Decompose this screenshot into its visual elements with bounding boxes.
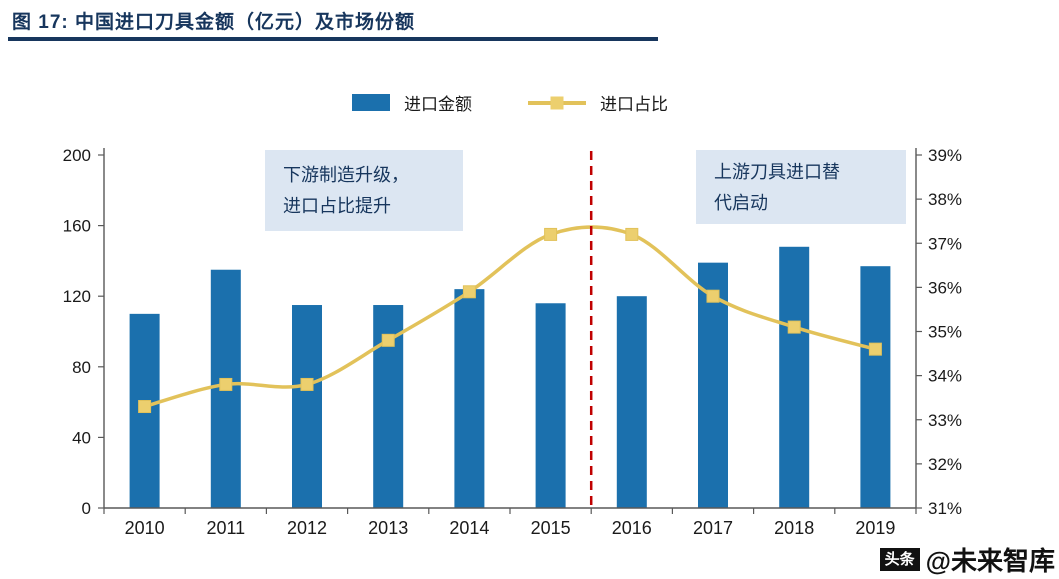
line-marker-2016 [625,227,639,241]
right-axis-label: 33% [928,411,962,430]
right-axis-label: 37% [928,234,962,253]
bar-2015 [535,303,566,508]
left-axis-label: 40 [72,428,91,447]
legend-bar-label: 进口金额 [404,95,472,114]
right-axis-label: 31% [928,499,962,518]
right-axis-label: 38% [928,190,962,209]
legend-line-label: 进口占比 [600,95,668,114]
annotation-right: 上游刀具进口替 代启动 [696,150,906,224]
right-axis-label: 34% [928,367,962,386]
x-axis-label-2013: 2013 [368,518,408,538]
right-axis-label: 35% [928,323,962,342]
x-axis-label-2017: 2017 [693,518,733,538]
watermark-account: @未来智库 [925,546,1055,576]
x-axis-label-2018: 2018 [774,518,814,538]
x-axis-label-2016: 2016 [612,518,652,538]
line-marker-2012 [300,377,314,391]
line-marker-2018 [787,320,801,334]
left-axis-label: 80 [72,358,91,377]
line-marker-2017 [706,289,720,303]
bar-series-swatch [352,94,390,111]
bar-2014 [454,289,485,508]
x-axis-label-2012: 2012 [287,518,327,538]
line-marker-2015 [544,227,558,241]
left-axis-label: 120 [63,287,91,306]
left-axis-label: 160 [63,217,91,236]
watermark: 头条 @未来智库 [879,541,1055,578]
right-axis-label: 32% [928,455,962,474]
line-marker-2014 [462,285,476,299]
right-axis-label: 39% [928,146,962,165]
bar-2016 [616,296,647,508]
legend-item-import-share: 进口占比 [528,90,668,115]
title-underline [8,37,658,41]
bar-2018 [779,246,810,508]
chart-legend: 进口金额 进口占比 [104,90,916,115]
x-axis-label-2019: 2019 [855,518,895,538]
x-axis-label-2014: 2014 [449,518,489,538]
line-series-swatch [528,96,586,109]
bar-2012 [292,305,322,508]
import-share-line [144,225,876,409]
line-marker-2013 [381,333,395,347]
figure-title: 图 17: 中国进口刀具金额（亿元）及市场份额 [12,12,416,33]
line-marker-2010 [138,400,152,414]
left-axis-label: 0 [82,499,91,518]
line-marker-2011 [219,377,233,391]
bar-2017 [698,262,728,508]
bar-2019 [860,266,891,508]
x-axis-label-2015: 2015 [531,518,571,538]
line-marker-swatch [550,96,564,109]
annotation-left: 下游制造升级， 进口占比提升 [265,150,463,231]
x-axis-label-2011: 2011 [206,518,245,538]
line-marker-2019 [868,342,882,356]
legend-item-import-amount: 进口金额 [352,90,472,115]
right-axis-label: 36% [928,278,962,297]
x-axis-label-2010: 2010 [125,518,165,538]
left-axis-label: 200 [63,146,91,165]
toutiao-logo: 头条 [879,548,920,571]
